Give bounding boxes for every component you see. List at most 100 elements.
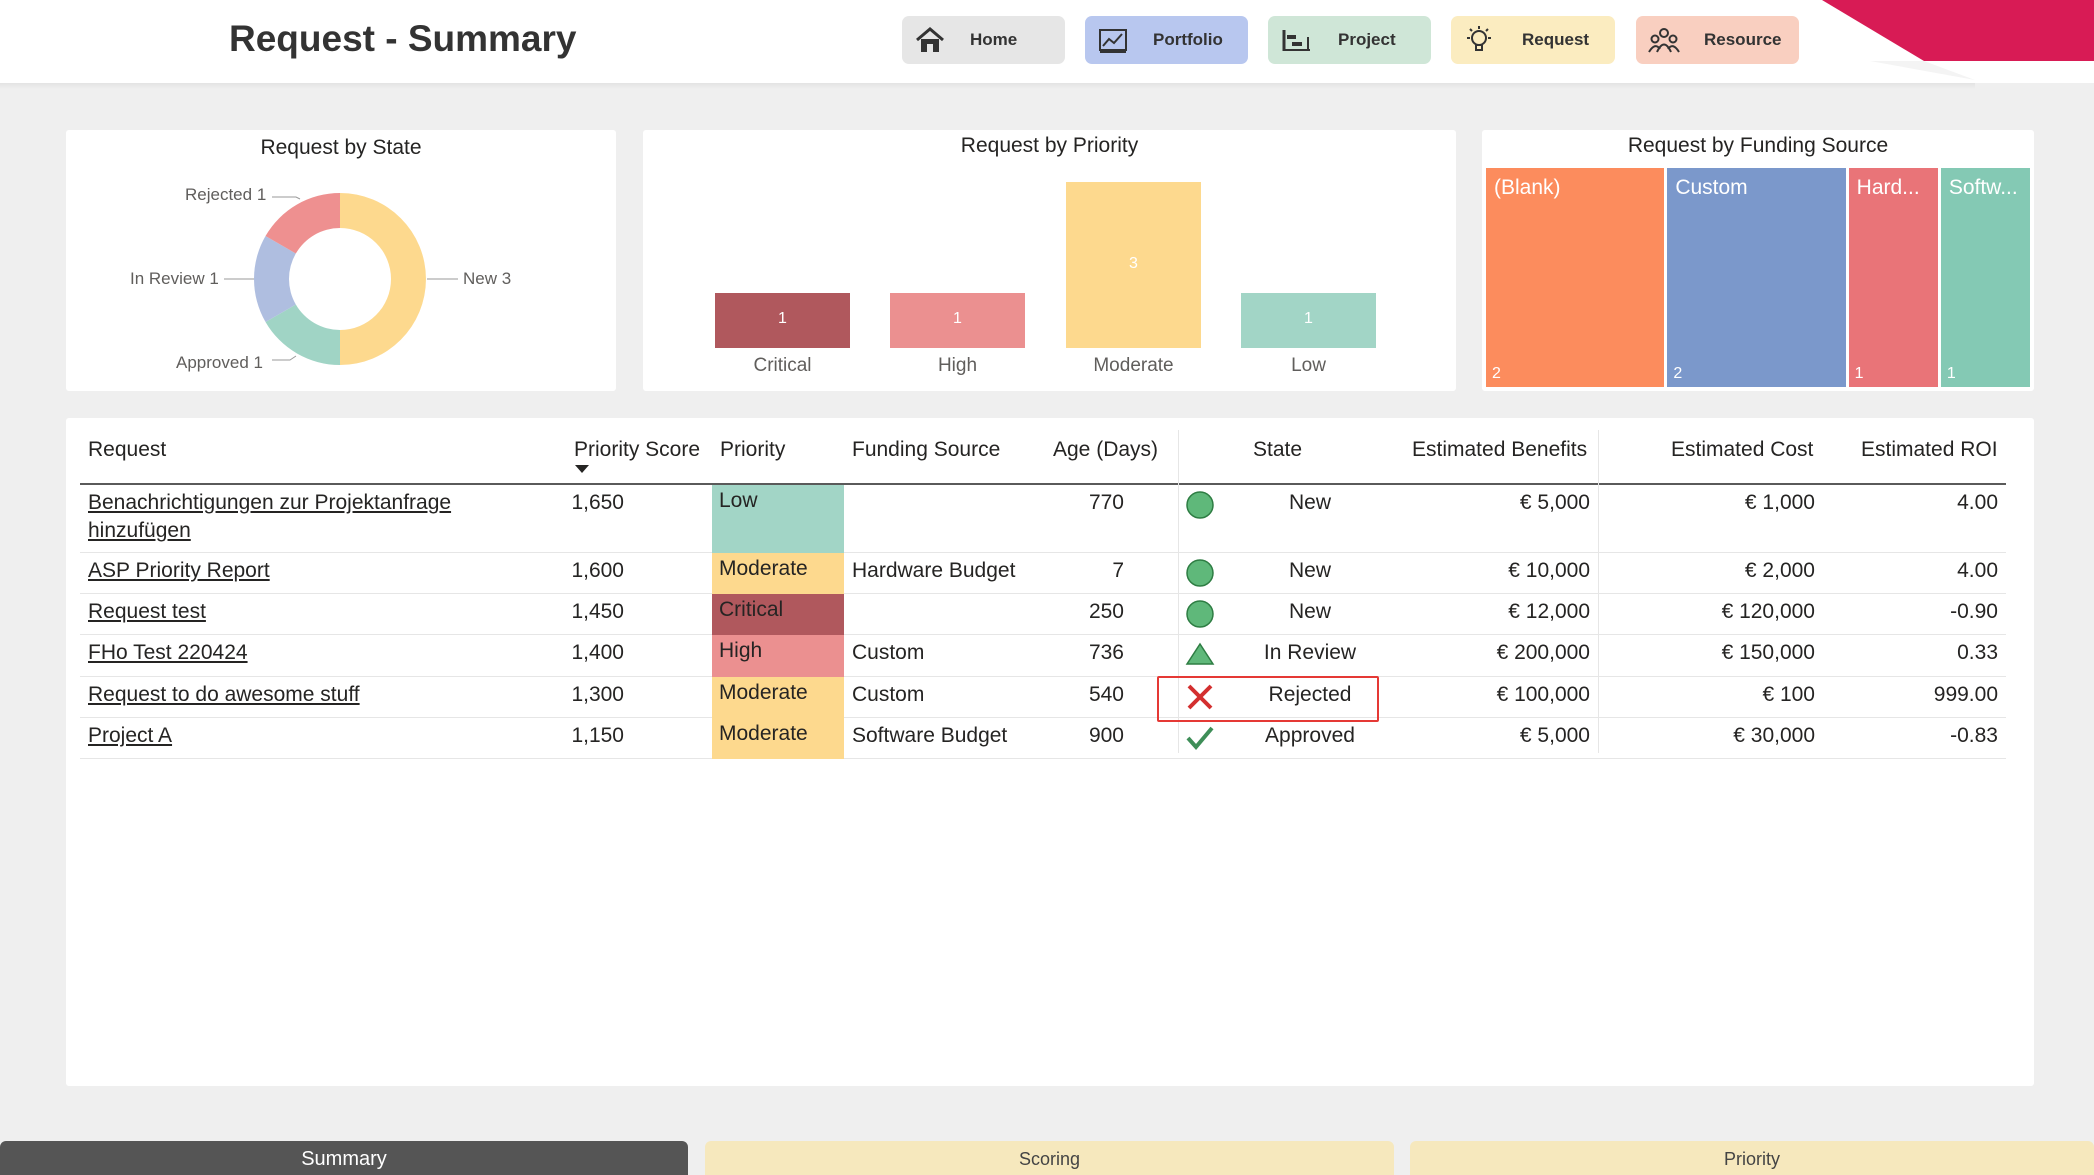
col-header-estimated-cost[interactable]: Estimated Cost (1671, 438, 1814, 461)
estimated-roi: -0.90 (1950, 600, 1998, 623)
bar-critical[interactable]: 1 (715, 292, 850, 348)
circle-green-icon (1185, 558, 1215, 593)
nav-home-button[interactable]: Home (902, 16, 1065, 64)
estimated-benefits: € 100,000 (1496, 683, 1590, 706)
priority-score: 1,450 (571, 600, 624, 623)
priority-chart-title: Request by Priority (960, 134, 1139, 157)
donut-slice-new[interactable] (340, 193, 426, 365)
estimated-cost: € 100 (1762, 683, 1815, 706)
treemap-cell-count: 2 (1673, 365, 1683, 382)
treemap-cell-label: (Blank) (1494, 176, 1561, 199)
estimated-cost: € 150,000 (1721, 641, 1815, 664)
sort-descending-icon (575, 465, 589, 473)
priority-score: 1,650 (571, 491, 624, 514)
funding-source: Software Budget (852, 724, 1008, 747)
tab-priority[interactable]: Priority (1410, 1141, 2094, 1175)
treemap-cell[interactable]: Softw... 1 (1940, 168, 2030, 387)
funding-chart-card: Request by Funding Source (Blank) 2 Custom… (1482, 130, 2034, 391)
nav-home-label: Home (970, 30, 1018, 49)
treemap-cell[interactable]: (Blank) 2 (1486, 168, 1665, 387)
donut-slice-in-review[interactable] (254, 236, 296, 322)
donut-leader-rejected (272, 196, 301, 200)
bar-low[interactable]: 1 (1241, 292, 1376, 348)
treemap-cell-label: Hard... (1856, 176, 1920, 199)
nav-resource-label: Resource (1704, 30, 1782, 49)
treemap-cell-count: 2 (1492, 365, 1501, 382)
estimated-cost: € 120,000 (1721, 600, 1815, 623)
bar-high[interactable]: 1 (890, 292, 1025, 348)
table-row[interactable]: Benachrichtigungen zur Projektanfrage hin… (80, 485, 2006, 553)
table-row[interactable]: Project A 1,150 Moderate Software Budget 900… (80, 718, 2006, 759)
table-row[interactable]: Request test 1,450 Critical 250 New € 12,000 €… (80, 594, 2006, 635)
priority-cell: Critical (712, 594, 844, 635)
request-link[interactable]: Request test (88, 600, 206, 623)
header-shadow (0, 83, 1975, 89)
priority-cell: Moderate (712, 677, 844, 718)
donut-label-approved: Approved 1 (176, 353, 263, 372)
tab-summary[interactable]: Summary (0, 1141, 688, 1175)
treemap-cell-label: Custom (1675, 176, 1748, 199)
donut-slice-rejected[interactable] (265, 193, 340, 254)
priority-score: 1,300 (571, 683, 624, 706)
estimated-roi: 4.00 (1957, 491, 1998, 514)
tab-scoring[interactable]: Scoring (705, 1141, 1394, 1175)
donut-slice-approved[interactable] (265, 304, 340, 366)
estimated-cost: € 30,000 (1733, 724, 1815, 747)
treemap-cell[interactable]: Hard... 1 (1848, 168, 1938, 387)
table-row[interactable]: FHo Test 220424 1,400 High Custom 736 In Revi… (80, 635, 2006, 677)
request-link[interactable]: Benachrichtigungen zur Projektanfrage (88, 491, 452, 514)
age-days: 250 (1088, 600, 1124, 623)
bar-value-label: 3 (1129, 255, 1138, 272)
request-link[interactable]: Request to do awesome stuff (88, 683, 360, 706)
col-header-priority[interactable]: Priority (720, 438, 786, 461)
treemap-cell-count: 1 (1946, 365, 1956, 382)
triangle-green-icon (1185, 640, 1215, 675)
estimated-benefits: € 12,000 (1508, 600, 1590, 623)
estimated-cost: € 2,000 (1744, 559, 1815, 582)
request-link[interactable]: Project A (88, 724, 173, 747)
estimated-roi: -0.83 (1950, 724, 1998, 747)
col-header-age[interactable]: Age (Days) (1053, 438, 1159, 461)
request-table-card (66, 418, 2034, 1086)
nav-request-button[interactable]: Request (1451, 16, 1615, 64)
table-row[interactable]: ASP Priority Report 1,600 Moderate Hardware… (80, 553, 2006, 594)
col-header-funding-source[interactable]: Funding Source (852, 438, 1001, 461)
funding-chart-title: Request by Funding Source (1627, 134, 1889, 157)
age-days: 900 (1088, 724, 1124, 747)
treemap-cell-label: Softw... (1948, 176, 2018, 199)
page-title: Request - Summary (229, 18, 577, 59)
state-label: Rejected (1268, 683, 1352, 706)
home-icon (916, 27, 944, 52)
priority-cell: Low (712, 485, 844, 553)
priority-bar-chart: 1 Critical 1 High 3 Moderate 1 Low (643, 130, 1456, 391)
priority-cell: Moderate (712, 553, 844, 594)
estimated-benefits: € 10,000 (1508, 559, 1590, 582)
request-link-continued[interactable]: hinzufügen (88, 519, 191, 542)
col-header-request[interactable]: Request (88, 438, 167, 461)
request-link[interactable]: FHo Test 220424 (88, 641, 248, 664)
treemap-cell[interactable]: Custom 2 (1667, 168, 1846, 387)
nav-project-button[interactable]: Project (1268, 16, 1431, 64)
priority-score: 1,150 (571, 724, 624, 747)
age-days: 736 (1088, 641, 1124, 664)
portfolio-chart-icon (1099, 29, 1127, 53)
state-chart-card: Request by State Rejected 1 In Review 1 … (66, 130, 616, 391)
state-donut-chart (224, 193, 458, 366)
donut-label-new: New 3 (463, 269, 512, 288)
highlight-box (1157, 676, 1379, 722)
request-link[interactable]: ASP Priority Report (88, 559, 270, 582)
bar-moderate[interactable]: 3 (1066, 182, 1201, 348)
nav-resource-button[interactable]: Resource (1636, 16, 1799, 64)
col-header-estimated-roi[interactable]: Estimated ROI (1861, 438, 1998, 461)
col-header-estimated-benefits[interactable]: Estimated Benefits (1412, 438, 1588, 461)
bar-category-label: Moderate (1093, 355, 1174, 376)
col-header-priority-score[interactable]: Priority Score (574, 438, 701, 461)
age-days: 7 (1112, 559, 1124, 582)
priority-cell: Moderate (712, 718, 844, 759)
donut-label-in-review: In Review 1 (130, 269, 219, 288)
col-header-state[interactable]: State (1253, 438, 1303, 461)
nav-portfolio-button[interactable]: Portfolio (1085, 16, 1248, 64)
priority-score: 1,600 (571, 559, 624, 582)
nav-project-label: Project (1338, 30, 1396, 49)
table-row[interactable]: Request to do awesome stuff 1,300 Moderate… (80, 677, 2006, 718)
